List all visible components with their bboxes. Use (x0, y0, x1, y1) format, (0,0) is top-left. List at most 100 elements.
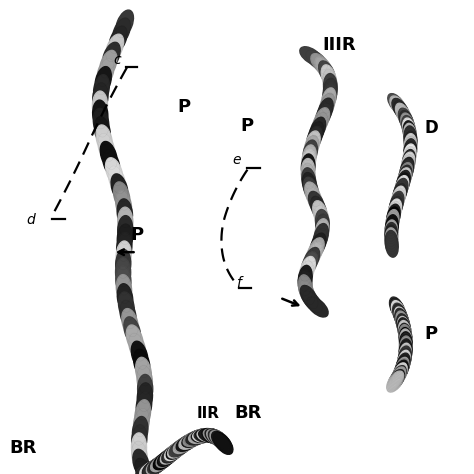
Ellipse shape (302, 168, 316, 193)
Ellipse shape (186, 429, 211, 445)
Ellipse shape (319, 61, 336, 85)
Ellipse shape (398, 346, 411, 370)
Ellipse shape (322, 83, 337, 109)
Ellipse shape (154, 450, 175, 470)
Text: P: P (241, 117, 254, 135)
Ellipse shape (102, 42, 120, 70)
Ellipse shape (386, 212, 399, 236)
Ellipse shape (390, 367, 406, 389)
Ellipse shape (117, 233, 132, 261)
Ellipse shape (152, 451, 174, 471)
Ellipse shape (323, 78, 337, 104)
Ellipse shape (311, 112, 328, 137)
Ellipse shape (200, 428, 225, 444)
Ellipse shape (404, 128, 417, 152)
Ellipse shape (394, 306, 408, 328)
Ellipse shape (187, 429, 212, 444)
Ellipse shape (390, 194, 403, 217)
Ellipse shape (386, 210, 399, 233)
Ellipse shape (394, 357, 409, 380)
Ellipse shape (319, 93, 335, 118)
Ellipse shape (311, 196, 327, 221)
Ellipse shape (390, 96, 407, 117)
Ellipse shape (175, 434, 198, 452)
Ellipse shape (397, 350, 410, 374)
Ellipse shape (301, 252, 318, 276)
Ellipse shape (389, 197, 402, 220)
Ellipse shape (133, 449, 149, 474)
Ellipse shape (299, 275, 313, 301)
Ellipse shape (106, 34, 124, 62)
Ellipse shape (116, 241, 131, 270)
Ellipse shape (304, 136, 319, 161)
Ellipse shape (399, 108, 413, 131)
Ellipse shape (399, 345, 411, 368)
Ellipse shape (137, 383, 153, 411)
Ellipse shape (316, 103, 331, 128)
Ellipse shape (212, 431, 232, 453)
Ellipse shape (100, 141, 117, 169)
Ellipse shape (202, 429, 227, 445)
Ellipse shape (396, 171, 410, 193)
Ellipse shape (116, 191, 131, 219)
Ellipse shape (395, 310, 409, 333)
Ellipse shape (394, 359, 409, 382)
Ellipse shape (194, 428, 220, 442)
Ellipse shape (398, 349, 411, 373)
Ellipse shape (400, 332, 412, 356)
Ellipse shape (124, 317, 141, 345)
Ellipse shape (299, 280, 315, 305)
Ellipse shape (306, 243, 322, 267)
Ellipse shape (321, 65, 337, 90)
Ellipse shape (176, 433, 200, 451)
Ellipse shape (303, 140, 318, 165)
Ellipse shape (312, 228, 328, 253)
Ellipse shape (118, 207, 133, 236)
Ellipse shape (303, 177, 319, 202)
Ellipse shape (137, 365, 152, 394)
Ellipse shape (398, 347, 411, 371)
Text: d: d (27, 213, 36, 228)
Ellipse shape (395, 103, 411, 125)
Ellipse shape (178, 433, 201, 450)
Ellipse shape (392, 186, 405, 210)
Ellipse shape (404, 126, 417, 150)
Ellipse shape (400, 333, 412, 357)
Ellipse shape (129, 333, 146, 361)
Ellipse shape (399, 325, 412, 348)
Ellipse shape (400, 160, 413, 183)
Text: e: e (232, 153, 241, 167)
Ellipse shape (151, 453, 173, 472)
Ellipse shape (173, 435, 196, 454)
Ellipse shape (300, 256, 315, 282)
Ellipse shape (391, 365, 407, 386)
Ellipse shape (103, 150, 120, 177)
Ellipse shape (166, 440, 189, 459)
Ellipse shape (116, 258, 131, 287)
Ellipse shape (310, 117, 326, 142)
Ellipse shape (396, 173, 410, 196)
Ellipse shape (307, 187, 323, 211)
Ellipse shape (144, 458, 166, 474)
Ellipse shape (402, 150, 415, 173)
Ellipse shape (300, 47, 322, 65)
Ellipse shape (210, 431, 231, 451)
Ellipse shape (306, 50, 328, 70)
Ellipse shape (190, 429, 216, 443)
Ellipse shape (396, 312, 410, 336)
Ellipse shape (316, 210, 329, 236)
Ellipse shape (191, 428, 217, 443)
Ellipse shape (142, 459, 165, 474)
Ellipse shape (396, 355, 410, 378)
Ellipse shape (199, 428, 224, 443)
Ellipse shape (305, 182, 320, 207)
Ellipse shape (156, 448, 178, 467)
Ellipse shape (308, 122, 324, 146)
Ellipse shape (122, 309, 138, 337)
Ellipse shape (397, 168, 411, 191)
Ellipse shape (155, 449, 177, 468)
Ellipse shape (134, 349, 150, 378)
Ellipse shape (386, 207, 400, 231)
Ellipse shape (389, 368, 405, 390)
Ellipse shape (168, 439, 190, 458)
